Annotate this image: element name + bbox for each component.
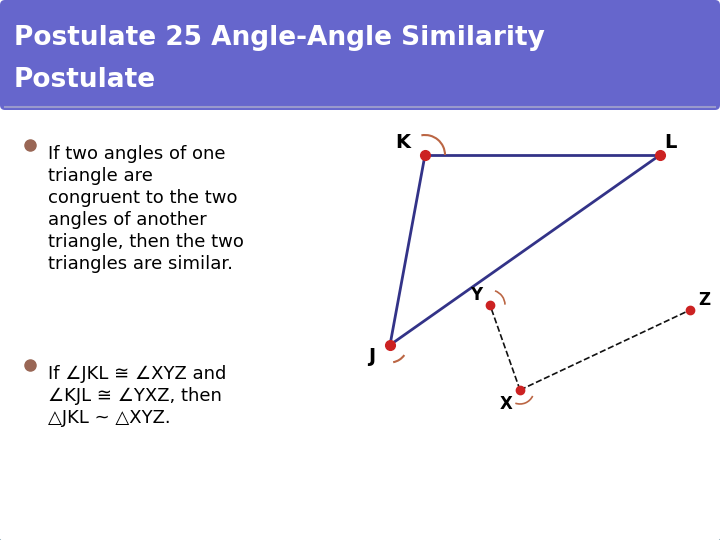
Text: K: K: [395, 133, 410, 152]
Text: congruent to the two: congruent to the two: [48, 189, 238, 207]
FancyBboxPatch shape: [0, 100, 720, 540]
Text: triangle, then the two: triangle, then the two: [48, 233, 244, 251]
Text: △JKL ~ △XYZ.: △JKL ~ △XYZ.: [48, 409, 171, 427]
Text: Postulate: Postulate: [14, 67, 156, 93]
Text: J: J: [369, 348, 376, 367]
Text: X: X: [500, 395, 513, 413]
Text: angles of another: angles of another: [48, 211, 207, 229]
Text: Z: Z: [698, 291, 710, 309]
Text: If ∠JKL ≅ ∠XYZ and: If ∠JKL ≅ ∠XYZ and: [48, 365, 226, 383]
Text: triangle are: triangle are: [48, 167, 153, 185]
Text: Y: Y: [470, 286, 482, 304]
Text: Postulate 25 Angle-Angle Similarity: Postulate 25 Angle-Angle Similarity: [14, 25, 545, 51]
Text: triangles are similar.: triangles are similar.: [48, 255, 233, 273]
Text: ∠KJL ≅ ∠YXZ, then: ∠KJL ≅ ∠YXZ, then: [48, 387, 222, 405]
Text: If two angles of one: If two angles of one: [48, 145, 225, 163]
Text: L: L: [664, 133, 676, 152]
FancyBboxPatch shape: [0, 0, 720, 110]
